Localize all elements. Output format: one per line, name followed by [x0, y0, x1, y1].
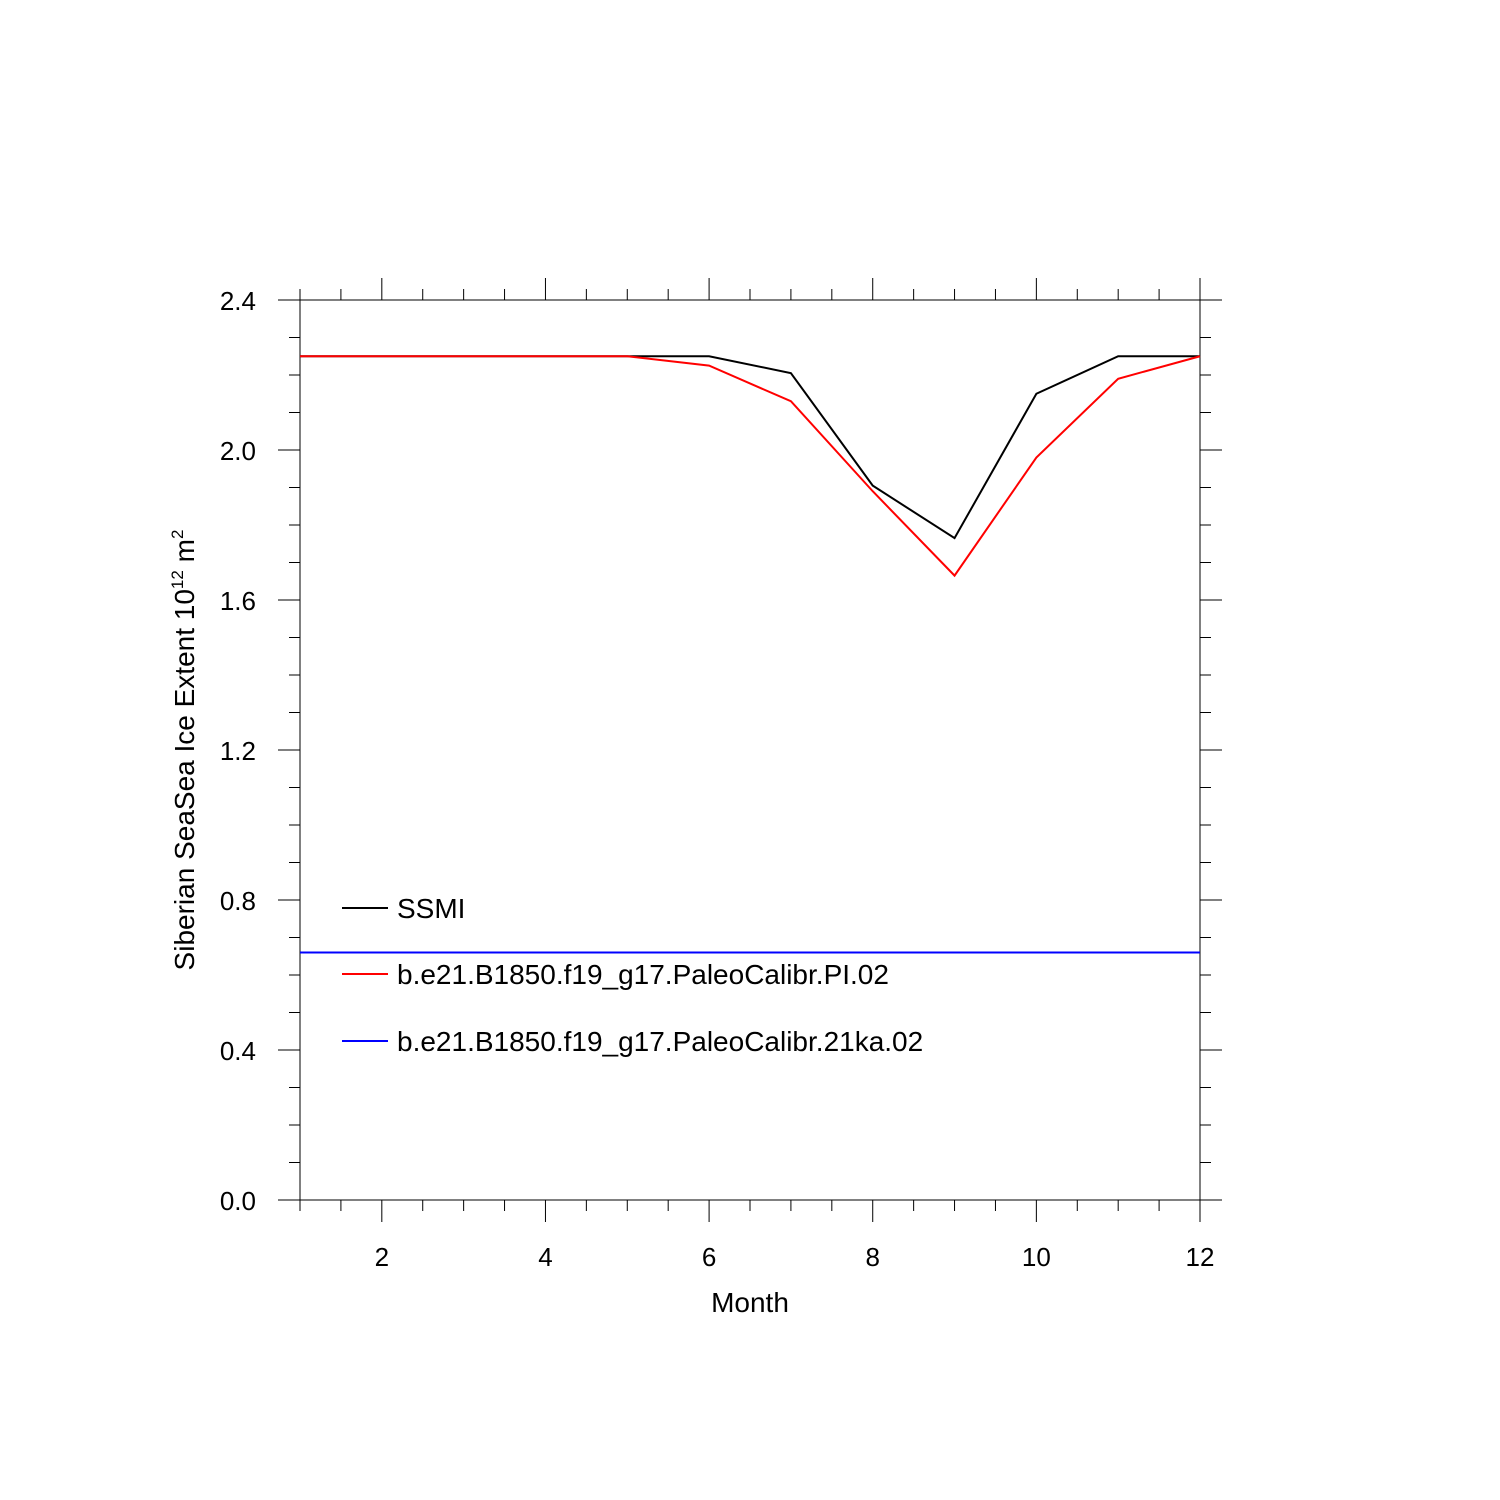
x-tick-label: 2: [375, 1242, 389, 1272]
y-tick-label: 1.6: [220, 586, 256, 616]
y-tick-label: 2.0: [220, 436, 256, 466]
x-tick-label: 6: [702, 1242, 716, 1272]
y-axis-ticks: 0.0 0.4 0.8 1.2 1.6 2.0 2.4: [220, 286, 1222, 1216]
x-tick-label: 8: [865, 1242, 879, 1272]
y-tick-label: 2.4: [220, 286, 256, 316]
x-tick-label: 10: [1022, 1242, 1051, 1272]
y-axis-title-main: Siberian SeaSea Ice Extent 10: [169, 589, 200, 970]
x-tick-label: 4: [538, 1242, 552, 1272]
x-axis-title: Month: [711, 1287, 789, 1318]
y-tick-label: 0.4: [220, 1036, 256, 1066]
plot-frame: [299, 299, 1201, 1201]
series-line-2: [300, 355, 1201, 578]
legend-label-3: b.e21.B1850.f19_g17.PaleoCalibr.21ka.02: [397, 1026, 923, 1057]
plot-border: [299, 299, 1201, 1201]
legend-label-1: SSMI: [397, 893, 465, 924]
y-axis-title-exponent: 12: [168, 570, 187, 589]
series-lines: [300, 355, 1201, 954]
y-tick-label: 1.2: [220, 736, 256, 766]
y-axis-title-unit: m: [169, 539, 200, 570]
y-axis-title: Siberian SeaSea Ice Extent 1012 m2: [168, 530, 200, 971]
legend: SSMI b.e21.B1850.f19_g17.PaleoCalibr.PI.0…: [342, 893, 923, 1057]
y-tick-label: 0.8: [220, 886, 256, 916]
x-axis-ticks: 2 4 6 8 10 12: [299, 278, 1215, 1272]
y-tick-label: 0.0: [220, 1186, 256, 1216]
legend-label-2: b.e21.B1850.f19_g17.PaleoCalibr.PI.02: [397, 959, 889, 990]
x-tick-label: 12: [1186, 1242, 1215, 1272]
y-axis-title-unit-exponent: 2: [168, 530, 187, 539]
